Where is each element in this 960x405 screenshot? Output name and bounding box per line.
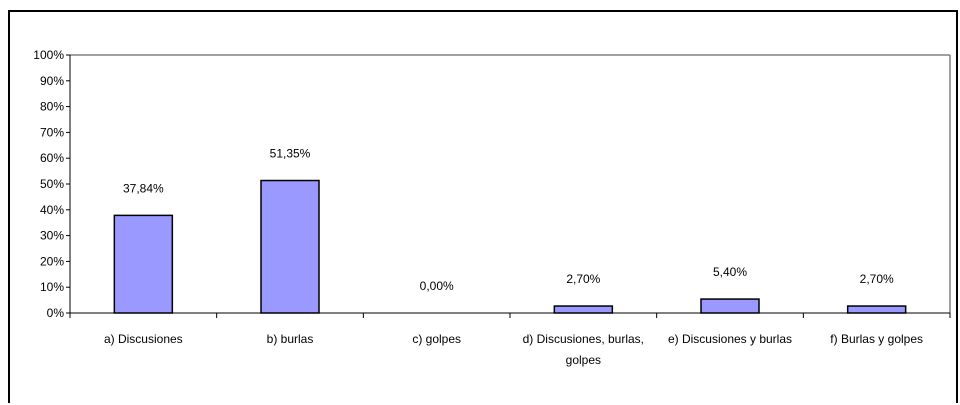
- category-label: e) Discusiones y burlas: [668, 332, 792, 346]
- category-label: a) Discusiones: [104, 332, 183, 346]
- y-tick-label: 40%: [40, 203, 64, 217]
- data-label: 5,40%: [713, 265, 747, 279]
- y-tick-label: 90%: [40, 74, 64, 88]
- bar: [113, 214, 174, 314]
- y-tick-label: 50%: [40, 177, 64, 191]
- data-label: 0,00%: [420, 279, 454, 293]
- category-label: f) Burlas y golpes: [830, 332, 923, 346]
- bar: [260, 179, 320, 314]
- chart-frame: [8, 10, 958, 403]
- category-label: c) golpes: [412, 332, 461, 346]
- y-tick-label: 0%: [47, 306, 65, 320]
- bar: [846, 305, 907, 314]
- y-tick-label: 20%: [40, 254, 64, 268]
- data-label: 37,84%: [123, 181, 164, 195]
- category-label: d) Discusiones, burlas,: [523, 332, 644, 346]
- data-label: 2,70%: [860, 272, 894, 286]
- bar: [553, 305, 614, 314]
- data-label: 51,35%: [270, 147, 311, 161]
- y-tick-label: 70%: [40, 125, 64, 139]
- y-tick-label: 80%: [40, 100, 64, 114]
- y-tick-label: 10%: [40, 280, 64, 294]
- y-tick-label: 100%: [33, 48, 64, 62]
- bar: [700, 298, 760, 314]
- category-label: b) burlas: [267, 332, 314, 346]
- data-label: 2,70%: [566, 272, 600, 286]
- y-tick-label: 60%: [40, 151, 64, 165]
- category-label: golpes: [566, 353, 601, 367]
- y-tick-label: 30%: [40, 229, 64, 243]
